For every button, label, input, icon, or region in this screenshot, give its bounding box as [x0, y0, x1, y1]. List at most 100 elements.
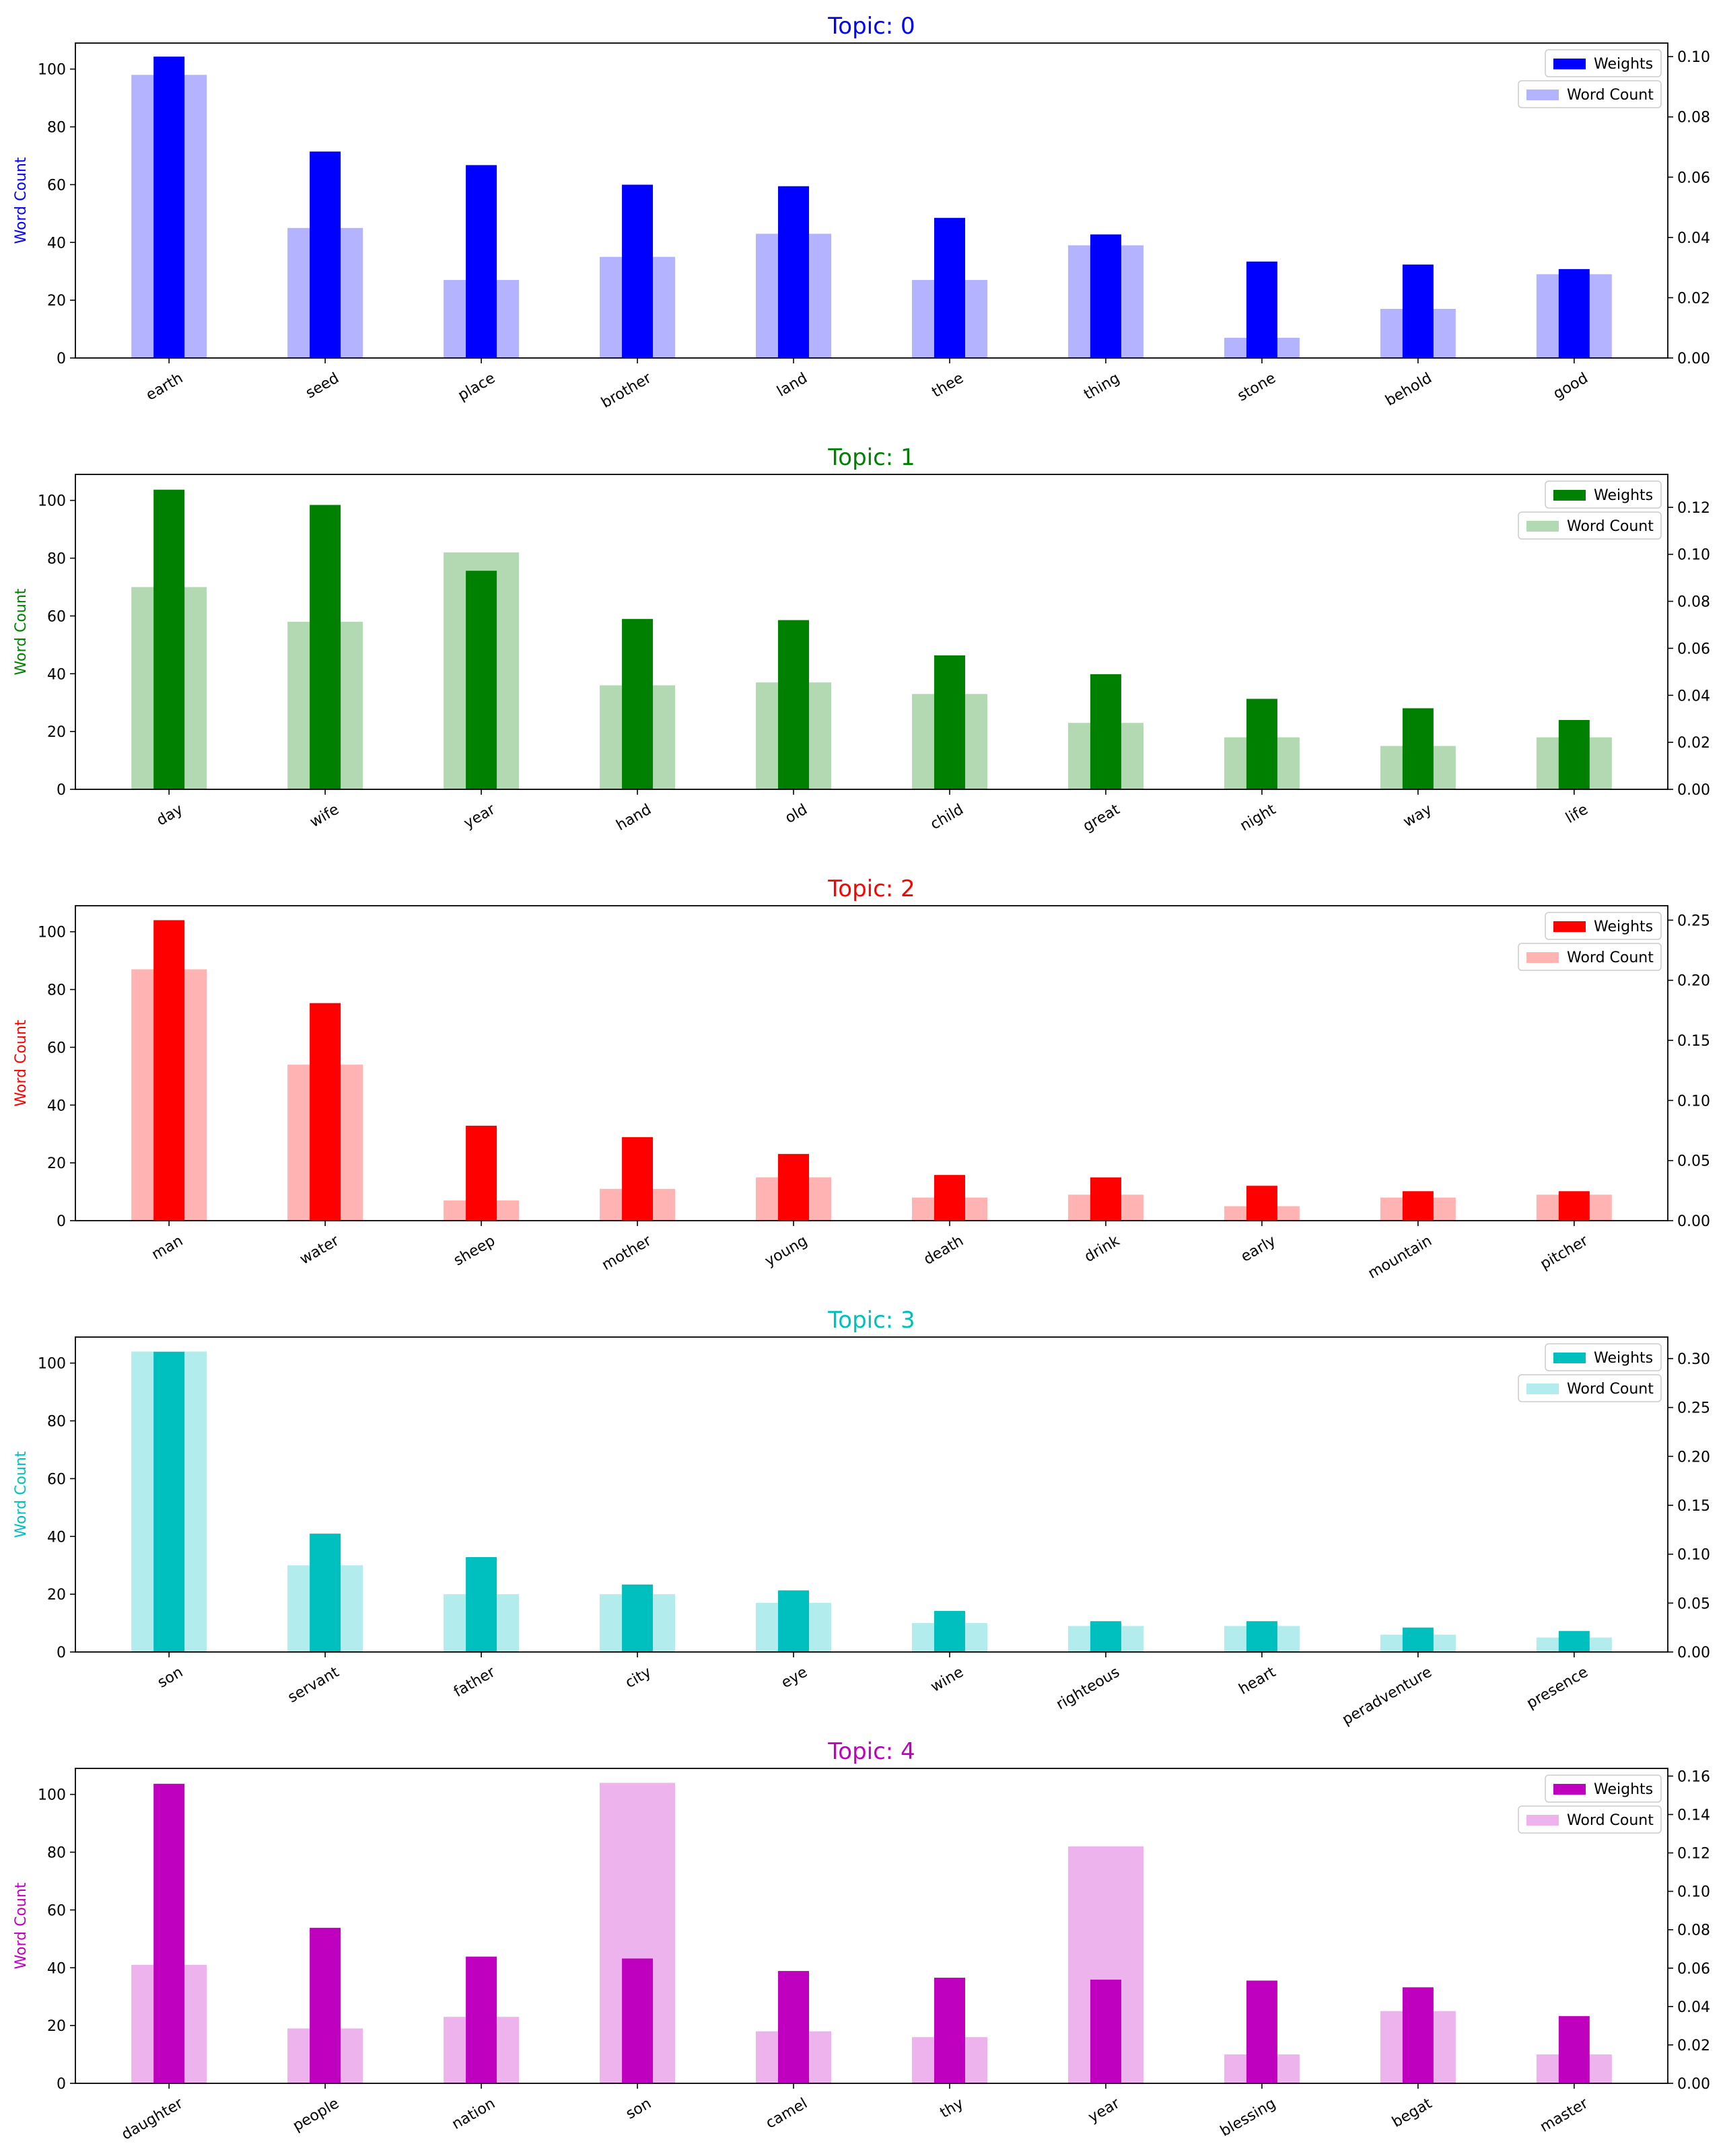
topic-panel-4: Topic: 4 daughter people nation son camel thy y… — [13, 1738, 1710, 2143]
bar-weight — [622, 1137, 654, 1221]
bar-weight — [622, 618, 654, 789]
y-tick-label: 40 — [47, 666, 66, 683]
legend-word-count: Word Count — [1518, 80, 1662, 108]
x-tick-label: wine — [928, 1664, 966, 1696]
legend-weights: Weights — [1545, 912, 1662, 940]
y2-tick-label: 0.00 — [1677, 1645, 1710, 1661]
y2-tick-label: 0.06 — [1677, 1961, 1710, 1978]
x-tick-label: death — [921, 1233, 966, 1268]
bar-weight — [310, 1003, 341, 1221]
bar-weight — [310, 505, 341, 789]
legend-box — [1518, 1805, 1662, 1834]
x-tick-label: hand — [614, 801, 654, 834]
legend-weights: Weights — [1545, 1343, 1662, 1371]
y-tick-label: 100 — [38, 62, 66, 79]
bar-weight — [934, 1610, 965, 1652]
x-tick-label: year — [461, 801, 499, 832]
legend-swatch — [1526, 89, 1559, 100]
bar-weight — [934, 217, 965, 358]
x-tick-label: eye — [779, 1664, 810, 1692]
legend-box — [1518, 1374, 1662, 1402]
x-tick-label: servant — [285, 1663, 343, 1706]
x-tick-label: presence — [1524, 1664, 1591, 1713]
x-tick-label: day — [154, 801, 186, 830]
bar-weight — [778, 1971, 810, 2083]
chart-title: Topic: 0 — [827, 13, 915, 40]
x-tick-label: early — [1238, 1233, 1279, 1266]
x-tick-label: young — [762, 1233, 810, 1270]
legend-label: Weights — [1594, 56, 1653, 73]
bar-weight — [1246, 1980, 1277, 2083]
bar-weight — [1246, 698, 1277, 789]
bar-weight — [1246, 261, 1277, 358]
axes-frame — [75, 1768, 1668, 2084]
y-tick-label: 100 — [38, 1787, 66, 1804]
y2-tick-label: 0.25 — [1677, 1400, 1710, 1417]
y2-tick-label: 0.25 — [1677, 912, 1710, 929]
chart-title: Topic: 1 — [827, 444, 915, 471]
x-tick-label: nation — [449, 2095, 498, 2133]
topic-panel-2: Topic: 2 man water sheep mother young death dri… — [13, 875, 1710, 1283]
legend-word-count: Word Count — [1518, 943, 1662, 971]
y2-tick-label: 0.10 — [1677, 547, 1710, 564]
y-tick-label: 20 — [47, 293, 66, 310]
legend-swatch — [1526, 952, 1559, 963]
legend-label: Weights — [1594, 1781, 1653, 1798]
bar-weight — [1090, 1621, 1121, 1652]
y-tick-label: 80 — [47, 120, 66, 137]
x-tick-label: master — [1537, 2095, 1592, 2136]
x-tick-label: drink — [1082, 1232, 1123, 1266]
legend-weights: Weights — [1545, 480, 1662, 509]
bar-weight — [153, 920, 185, 1221]
y2-tick-label: 0.02 — [1677, 735, 1710, 752]
legend-label: Weights — [1594, 919, 1653, 935]
x-tick-label: wife — [307, 801, 342, 831]
y-tick-label: 100 — [38, 925, 66, 941]
legend-swatch — [1553, 490, 1586, 501]
x-tick-label: sheep — [451, 1233, 498, 1270]
x-tick-label: man — [149, 1233, 186, 1264]
x-tick-label: behold — [1382, 370, 1434, 410]
y2-tick-label: 0.02 — [1677, 2038, 1710, 2054]
axes-frame — [75, 42, 1668, 359]
y-tick-label: 0 — [57, 351, 66, 367]
x-tick-label: son — [623, 2095, 654, 2123]
y2-tick-label: 0.04 — [1677, 1999, 1710, 2016]
legend-box — [1545, 480, 1662, 509]
x-tick-label: thy — [938, 2095, 966, 2122]
x-tick-label: father — [451, 1663, 499, 1700]
y2-tick-label: 0.05 — [1677, 1153, 1710, 1170]
y2-tick-label: 0.15 — [1677, 1498, 1710, 1515]
legend-box — [1518, 80, 1662, 108]
y-tick-label: 60 — [47, 177, 66, 194]
bar-weight — [622, 1958, 654, 2083]
bar-weight — [778, 1590, 810, 1652]
x-tick-label: blessing — [1218, 2095, 1279, 2141]
bar-weight — [934, 1175, 965, 1221]
y-tick-label: 20 — [47, 1155, 66, 1172]
legend-box — [1545, 912, 1662, 940]
x-tick-label: life — [1563, 801, 1591, 827]
y2-tick-label: 0.08 — [1677, 594, 1710, 611]
x-tick-label: people — [290, 2095, 342, 2135]
y2-tick-label: 0.04 — [1677, 230, 1710, 247]
y2-tick-label: 0.02 — [1677, 290, 1710, 307]
legend-label: Word Count — [1567, 1381, 1654, 1398]
y-tick-label: 60 — [47, 608, 66, 625]
y-tick-label: 20 — [47, 724, 66, 741]
y2-tick-label: 0.08 — [1677, 1923, 1710, 1939]
y2-tick-label: 0.14 — [1677, 1807, 1710, 1824]
bar-weight — [1402, 1191, 1434, 1221]
bar-weight — [1558, 1191, 1590, 1221]
y2-tick-label: 0.10 — [1677, 1884, 1710, 1901]
y2-tick-label: 0.00 — [1677, 1213, 1710, 1230]
y2-tick-label: 0.06 — [1677, 170, 1710, 186]
legend-box — [1518, 511, 1662, 540]
y2-tick-label: 0.20 — [1677, 973, 1710, 990]
topic-panel-3: Topic: 3 son servant father city eye wine right… — [13, 1307, 1710, 1729]
bar-weight — [466, 571, 497, 789]
axes-frame — [75, 474, 1668, 790]
bar-weight — [1246, 1186, 1277, 1221]
